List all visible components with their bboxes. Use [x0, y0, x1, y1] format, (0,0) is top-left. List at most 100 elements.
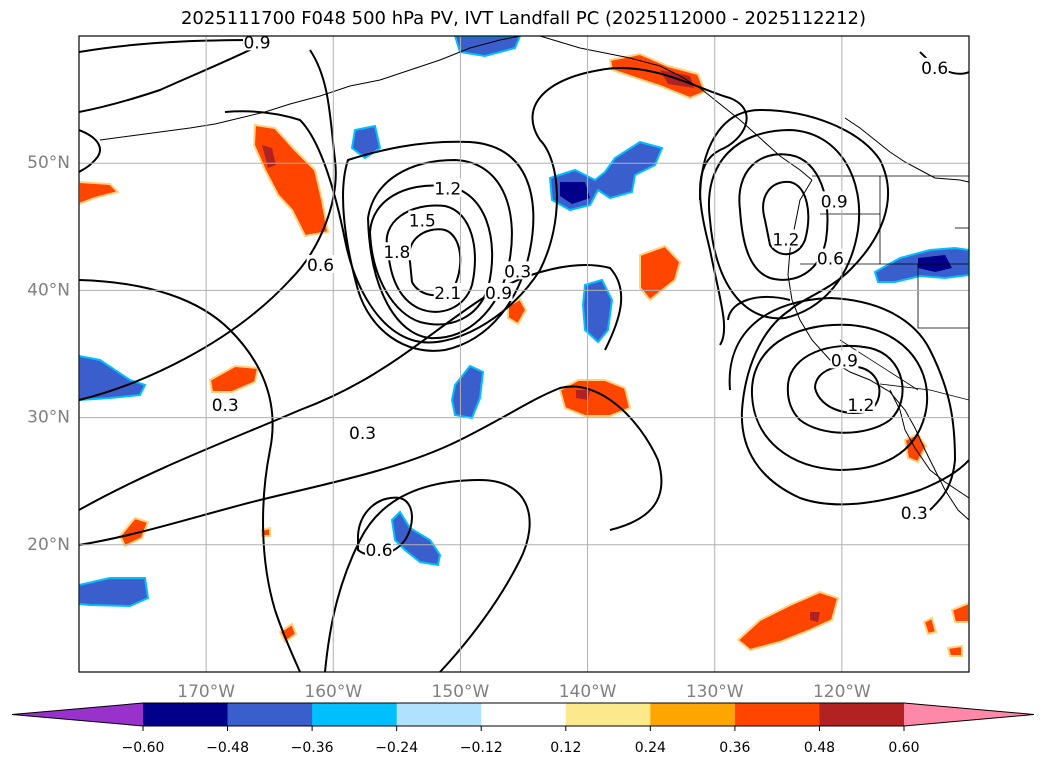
contour-1.2-east — [762, 180, 810, 256]
pv-positive-region — [79, 180, 120, 206]
contour-label: 0.9 — [243, 33, 270, 53]
pv-positive-region — [278, 622, 298, 644]
colorbar-tick-label: −0.12 — [460, 740, 503, 756]
lon-tick-label: 120°W — [813, 682, 871, 702]
colorbar-segment — [734, 703, 820, 726]
longitude-ticks: 170°W 160°W 150°W 140°W 130°W 120°W — [177, 682, 871, 702]
contour-label: 0.3 — [504, 262, 531, 282]
contour-label-bg — [484, 282, 513, 301]
contour-0.3-c — [79, 279, 301, 672]
lat-tick-label: 30°N — [27, 408, 70, 428]
contour-label-bg — [846, 394, 875, 413]
pv-positive-region — [946, 644, 963, 657]
pv-positive-region — [558, 379, 632, 417]
map-border — [78, 35, 970, 673]
colorbar-tick-label: 0.24 — [635, 740, 666, 756]
contour-label: 1.8 — [383, 243, 410, 263]
lon-tick-label: 160°W — [304, 682, 362, 702]
colorbar-segment — [565, 703, 651, 726]
canada-coast — [844, 117, 969, 183]
contour-2.1 — [408, 228, 462, 297]
pv-negative-core — [918, 255, 952, 272]
state-boundary — [839, 339, 919, 391]
coastlines — [99, 36, 969, 521]
colorbar-tick-label: −0.36 — [291, 740, 334, 756]
lon-tick-label: 170°W — [177, 682, 235, 702]
colorbar-segment — [312, 703, 398, 726]
colorbar-extend-min — [12, 703, 143, 726]
state-boundary — [917, 264, 969, 329]
contour-0.6 — [224, 67, 748, 346]
contour-label: 1.5 — [409, 211, 436, 231]
lon-tick-label: 130°W — [686, 682, 744, 702]
contour-0.3-south — [728, 296, 957, 511]
contour-label: 0.3 — [349, 424, 376, 444]
contour-label-bg — [433, 282, 462, 301]
colorbar-tick-label: 0.36 — [719, 740, 750, 756]
pv-positive-region — [208, 364, 260, 393]
pv-positive-core — [810, 612, 820, 622]
contour-0.3-top — [79, 129, 101, 173]
contour-label-bg — [771, 229, 800, 248]
contour-label: 1.2 — [847, 396, 874, 416]
colorbar-segment — [227, 703, 313, 726]
contour-0.3-d — [324, 478, 531, 672]
baja-gulf-coast — [889, 389, 969, 499]
contour-label: 0.9 — [831, 351, 858, 371]
contour-0.9-east — [738, 153, 829, 281]
contour-label: 1.2 — [772, 231, 799, 251]
contour-label: 0.3 — [212, 396, 239, 416]
contour-label-bg — [382, 242, 411, 261]
map-title: 2025111700 F048 500 hPa PV, IVT Landfall… — [180, 8, 867, 29]
contour-label-bg — [433, 178, 462, 197]
pv-positive-region — [736, 590, 840, 652]
lon-tick-label: 140°W — [559, 682, 617, 702]
colorbar-segment — [481, 703, 567, 726]
pv-negative-region — [453, 36, 522, 58]
pv-positive-core — [262, 145, 276, 168]
lat-tick-label: 40°N — [27, 280, 70, 300]
lat-tick-label: 20°N — [27, 535, 70, 555]
contour-label-bg — [348, 422, 377, 441]
colorbar-tick-label: 0.60 — [888, 740, 919, 756]
pv-positive-region — [922, 616, 938, 636]
aleutian-alaska-coast — [99, 36, 521, 141]
contour-label: 0.6 — [921, 59, 948, 79]
contour-label-bg — [243, 36, 271, 51]
pv-negative-region — [450, 364, 485, 420]
lon-tick-label: 150°W — [432, 682, 490, 702]
contour-1.8 — [385, 204, 476, 313]
pv-negative-core — [560, 182, 590, 204]
pv-negative-region — [581, 278, 614, 344]
contour-label: 0.6 — [366, 541, 393, 561]
latitude-ticks: 50°N 40°N 30°N 20°N — [27, 153, 70, 555]
lat-tick-label: 50°N — [27, 153, 70, 173]
colorbar-tick-label: 0.12 — [550, 740, 581, 756]
contour-label-bg — [408, 210, 437, 229]
colorbar-tick-label: −0.24 — [375, 740, 418, 756]
contour-0.6-east-low — [727, 296, 791, 321]
pv-positive-region — [950, 601, 969, 623]
contour-label-bg — [365, 539, 394, 558]
gridlines — [79, 36, 969, 672]
colorbar-segment — [143, 703, 229, 726]
contour-label-bg — [816, 248, 845, 267]
ocean-background — [79, 36, 969, 672]
contour-label-bg — [211, 394, 240, 413]
contour-label-bg — [830, 350, 859, 369]
pv-positive-region — [507, 297, 528, 326]
contour-label: 1.2 — [434, 180, 461, 200]
contour-label-bg — [306, 254, 335, 273]
colorbar-tick-label: −0.60 — [122, 740, 165, 756]
colorbar-segment — [650, 703, 736, 726]
contour-1.2-south — [813, 365, 881, 414]
contour-label: 2.1 — [434, 284, 461, 304]
alaska-coast — [539, 36, 813, 181]
colorbar-tick-label: 0.48 — [804, 740, 835, 756]
colorbar-segment — [396, 703, 482, 726]
contour-0.9-south — [786, 344, 904, 434]
contour-0.3-east — [699, 108, 969, 506]
pv-negative-region — [79, 577, 150, 608]
north-america-west-coast — [787, 179, 969, 521]
pv-positive-core — [576, 390, 590, 400]
